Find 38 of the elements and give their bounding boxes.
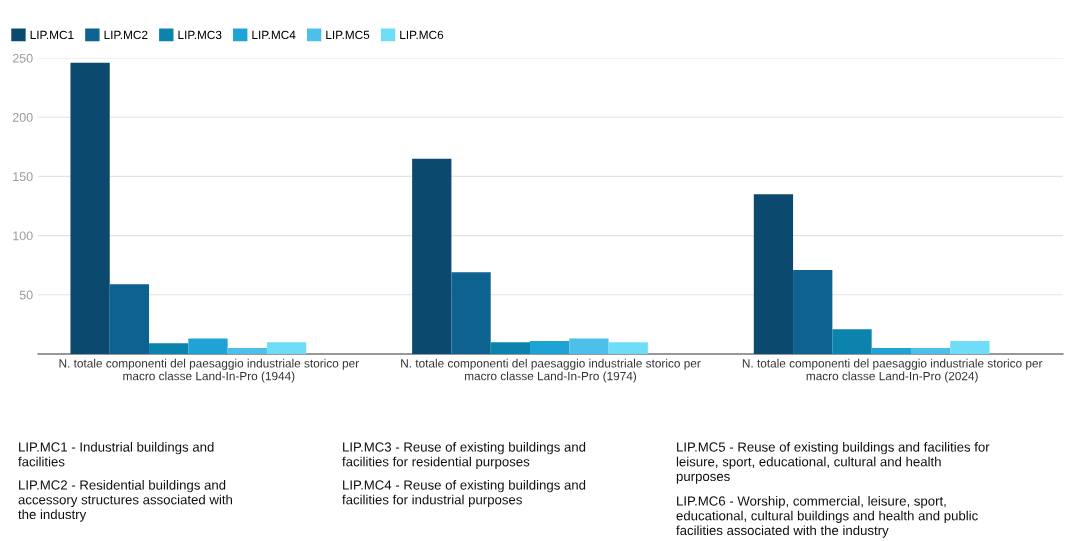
bar — [490, 342, 530, 354]
legend-label: LIP.MC2 — [104, 30, 148, 40]
bar — [149, 343, 189, 354]
text: LIP.MC5 - Reuse of existing buildings and facilities for leisure, sport, educational, cultural and health purposes — [676, 442, 990, 484]
y-tick-label: 50 — [19, 290, 33, 300]
text: LIP.MC4 - Reuse of existing buildings and facilities for industrial purposes — [342, 480, 586, 507]
legend-label: LIP.MC3 — [178, 30, 222, 40]
bar — [188, 338, 228, 354]
text: LIP.MC3 - Reuse of existing buildings and facilities for residential purposes — [342, 442, 586, 469]
bar — [70, 62, 110, 354]
bar — [871, 348, 911, 354]
text: LIP.MC2 - Residential buildings and accessory structures associated with the industry — [18, 480, 232, 522]
bar — [227, 348, 267, 354]
y-tick-label: 200 — [12, 113, 33, 122]
bar — [530, 340, 570, 354]
bar — [832, 329, 872, 354]
x-tick-label: N. totale componenti del paesaggio industriale storico per macro classe Land-In-Pro (1974) — [401, 358, 701, 383]
legend-label: LIP.MC5 — [326, 30, 370, 40]
legend-label: LIP.MC1 — [30, 30, 74, 40]
text: LIP.MC1 - Industrial buildings and facilities — [18, 442, 214, 467]
bar — [412, 158, 452, 354]
text: LIP.MC6 - Worship, commercial, leisure, sport, educational, cultural buildings and health and public facilities associated with the industry — [676, 496, 978, 538]
bar — [569, 338, 609, 354]
y-tick-label: 250 — [12, 53, 33, 63]
bar — [753, 194, 794, 354]
bar — [793, 269, 833, 354]
x-tick-label: N. totale componenti del paesaggio industriale storico per macro classe Land-In-Pro (2024) — [742, 358, 1043, 383]
bar — [608, 342, 648, 354]
y-tick-label: 150 — [13, 172, 33, 182]
legend-label: LIP.MC4 — [252, 30, 296, 40]
y-tick-label: 100 — [13, 231, 33, 241]
bar — [109, 284, 150, 354]
x-tick-label: N. totale componenti del paesaggio industriale storico per macro classe Land-In-Pro (1944) — [59, 358, 359, 383]
bar — [950, 340, 990, 354]
bar — [910, 348, 951, 354]
bar — [451, 272, 491, 354]
bar — [266, 342, 307, 354]
legend-label: LIP.MC6 — [400, 30, 444, 40]
